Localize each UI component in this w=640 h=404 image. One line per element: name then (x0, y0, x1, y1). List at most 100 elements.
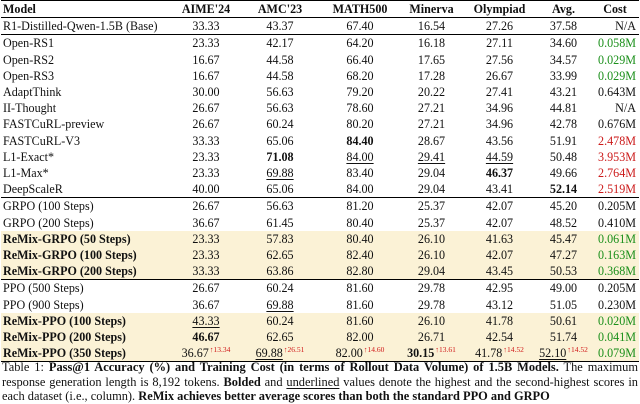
minerva-cell: 28.67 (400, 133, 463, 149)
cost-cell: 0.230M (591, 297, 639, 313)
olympiad-value: 26.67 (485, 68, 514, 83)
math500-cell: 79.20 (320, 84, 400, 100)
math500-value: 83.40 (346, 166, 374, 181)
amc23-value: 65.06 (266, 133, 294, 148)
table-caption: Table 1: Pass@1 Accuracy (%) and Trainin… (2, 360, 638, 404)
amc23-cell: 56.63 (240, 100, 320, 116)
math500-cell: 80.40 (320, 230, 400, 248)
amc23-cell: 44.58 (240, 52, 320, 68)
avg-value: 45.47 (549, 231, 578, 246)
avg-cell: 50.61 (536, 312, 591, 330)
math500-value: 79.20 (346, 85, 374, 100)
amc23-value: 56.63 (266, 101, 294, 116)
avg-value: 42.78 (549, 117, 578, 132)
minerva-cell: 26.10 (400, 230, 463, 248)
minerva-value: 26.10 (417, 231, 446, 246)
minerva-cell: 26.71 (400, 329, 463, 346)
avg-cell: 48.52 (536, 215, 591, 231)
aime24-value: 33.33 (192, 133, 220, 148)
table-row: II-Thought 26.67 56.63 78.60 27.21 34.96 44.81… (1, 100, 639, 116)
caption-text-4: values denote the highest and the second… (339, 374, 590, 389)
caption-text-1: The maximum (558, 360, 639, 374)
model-name-cell: II-Thought (3, 101, 57, 116)
aime24-cell: 23.33 (172, 230, 240, 248)
model-name-cell: R1-Distilled-Qwen-1.5B (Base) (1, 17, 172, 36)
model-name-cell: Open-RS1 (3, 36, 55, 51)
aime24-cell: 46.67 (172, 329, 240, 346)
aime24-cell: 33.33 (172, 17, 240, 36)
amc23-cell: 60.24 (240, 312, 320, 330)
minerva-cell: 26.10 (400, 312, 463, 330)
minerva-cell: 16.18 (400, 35, 463, 52)
header-model: Model (1, 0, 172, 19)
minerva-cell: 29.41 (400, 149, 463, 165)
amc23-value: 42.17 (266, 36, 294, 51)
aime24-cell: 16.67 (172, 68, 240, 84)
olympiad-value: 42.54 (485, 330, 514, 345)
math500-cell: 81.60 (320, 297, 400, 313)
avg-value: 34.57 (549, 52, 578, 67)
math500-cell: 84.00 (320, 181, 400, 199)
table-row: GRPO (200 Steps) 36.67 61.45 80.40 25.37 42.0… (1, 215, 639, 231)
cost-cell: 2.764M (591, 165, 639, 181)
aime24-cell: 26.67 (172, 116, 240, 132)
math500-cell: 80.20 (320, 116, 400, 132)
olympiad-cell: 43.56 (463, 133, 536, 149)
amc23-value: 57.83 (266, 231, 294, 246)
aime24-cell: 43.33 (172, 312, 240, 330)
olympiad-cell: 27.26 (463, 17, 536, 36)
header-aime24: AIME'24 (172, 0, 240, 19)
cost-value: N/A (615, 19, 636, 34)
cost-cell: 0.020M (591, 312, 639, 330)
amc23-value: 65.06 (266, 182, 294, 197)
olympiad-value: 34.96 (485, 101, 514, 116)
aime24-cell: 26.67 (172, 280, 240, 297)
header-avg: Avg. (536, 0, 591, 19)
math500-value: 68.20 (346, 68, 374, 83)
avg-cell: 51.74 (536, 329, 591, 346)
cost-cell: 3.953M (591, 149, 639, 165)
aime24-value: 23.33 (192, 166, 220, 181)
cost-value: 0.230M (598, 297, 636, 312)
olympiad-cell: 27.41 (463, 84, 536, 100)
table-row: L1-Exact* 23.33 71.08 84.00 29.41 44.59 50.48 3… (1, 149, 639, 165)
amc23-value: 69.88 (266, 166, 294, 181)
minerva-value: 29.78 (417, 297, 446, 312)
table-header-row: Model AIME'24 AMC'23 MATH500 Minerva Oly… (1, 0, 639, 19)
table-row: PPO (500 Steps) 26.67 60.24 81.60 29.78 42.95… (1, 280, 639, 297)
cost-cell: 0.368M (591, 263, 639, 281)
avg-cell: 49.66 (536, 165, 591, 181)
amc23-value: 62.65 (266, 330, 294, 345)
cost-value: 0.041M (598, 330, 636, 345)
math500-value: 84.00 (346, 182, 374, 197)
amc23-cell: 71.08 (240, 149, 320, 165)
model-name-cell: PPO (500 Steps) (3, 281, 84, 296)
amc23-cell: 69.88 (240, 165, 320, 181)
aime24-value: 33.33 (192, 19, 220, 34)
olympiad-cell: 43.41 (463, 181, 536, 199)
table-row: ReMix-PPO (100 Steps) 43.33 60.24 81.60 26.1… (1, 312, 639, 330)
amc23-value: 56.63 (266, 199, 294, 214)
minerva-cell: 29.78 (400, 297, 463, 313)
math500-value: 81.60 (346, 281, 374, 296)
improvement-delta: ↑14.60 (363, 345, 385, 355)
amc23-cell: 44.58 (240, 68, 320, 84)
cost-cell: 0.061M (591, 230, 639, 248)
olympiad-cell: 46.37 (463, 165, 536, 181)
cost-cell: 2.519M (591, 181, 639, 199)
aime24-cell: 16.67 (172, 52, 240, 68)
aime24-cell: 33.33 (172, 263, 240, 281)
amc23-cell: 61.45 (240, 215, 320, 231)
math500-cell: 82.80 (320, 263, 400, 281)
header-amc23: AMC'23 (240, 0, 320, 19)
olympiad-value: 42.07 (485, 199, 514, 214)
amc23-cell: 62.65 (240, 329, 320, 346)
amc23-value: 56.63 (266, 85, 294, 100)
avg-cell: 33.99 (536, 68, 591, 84)
math500-value: 80.40 (346, 215, 374, 230)
avg-cell: 45.20 (536, 198, 591, 215)
cost-value: 0.061M (598, 231, 636, 246)
olympiad-cell: 41.78 (463, 312, 536, 330)
aime24-value: 43.33 (192, 313, 220, 328)
amc23-cell: 56.63 (240, 84, 320, 100)
